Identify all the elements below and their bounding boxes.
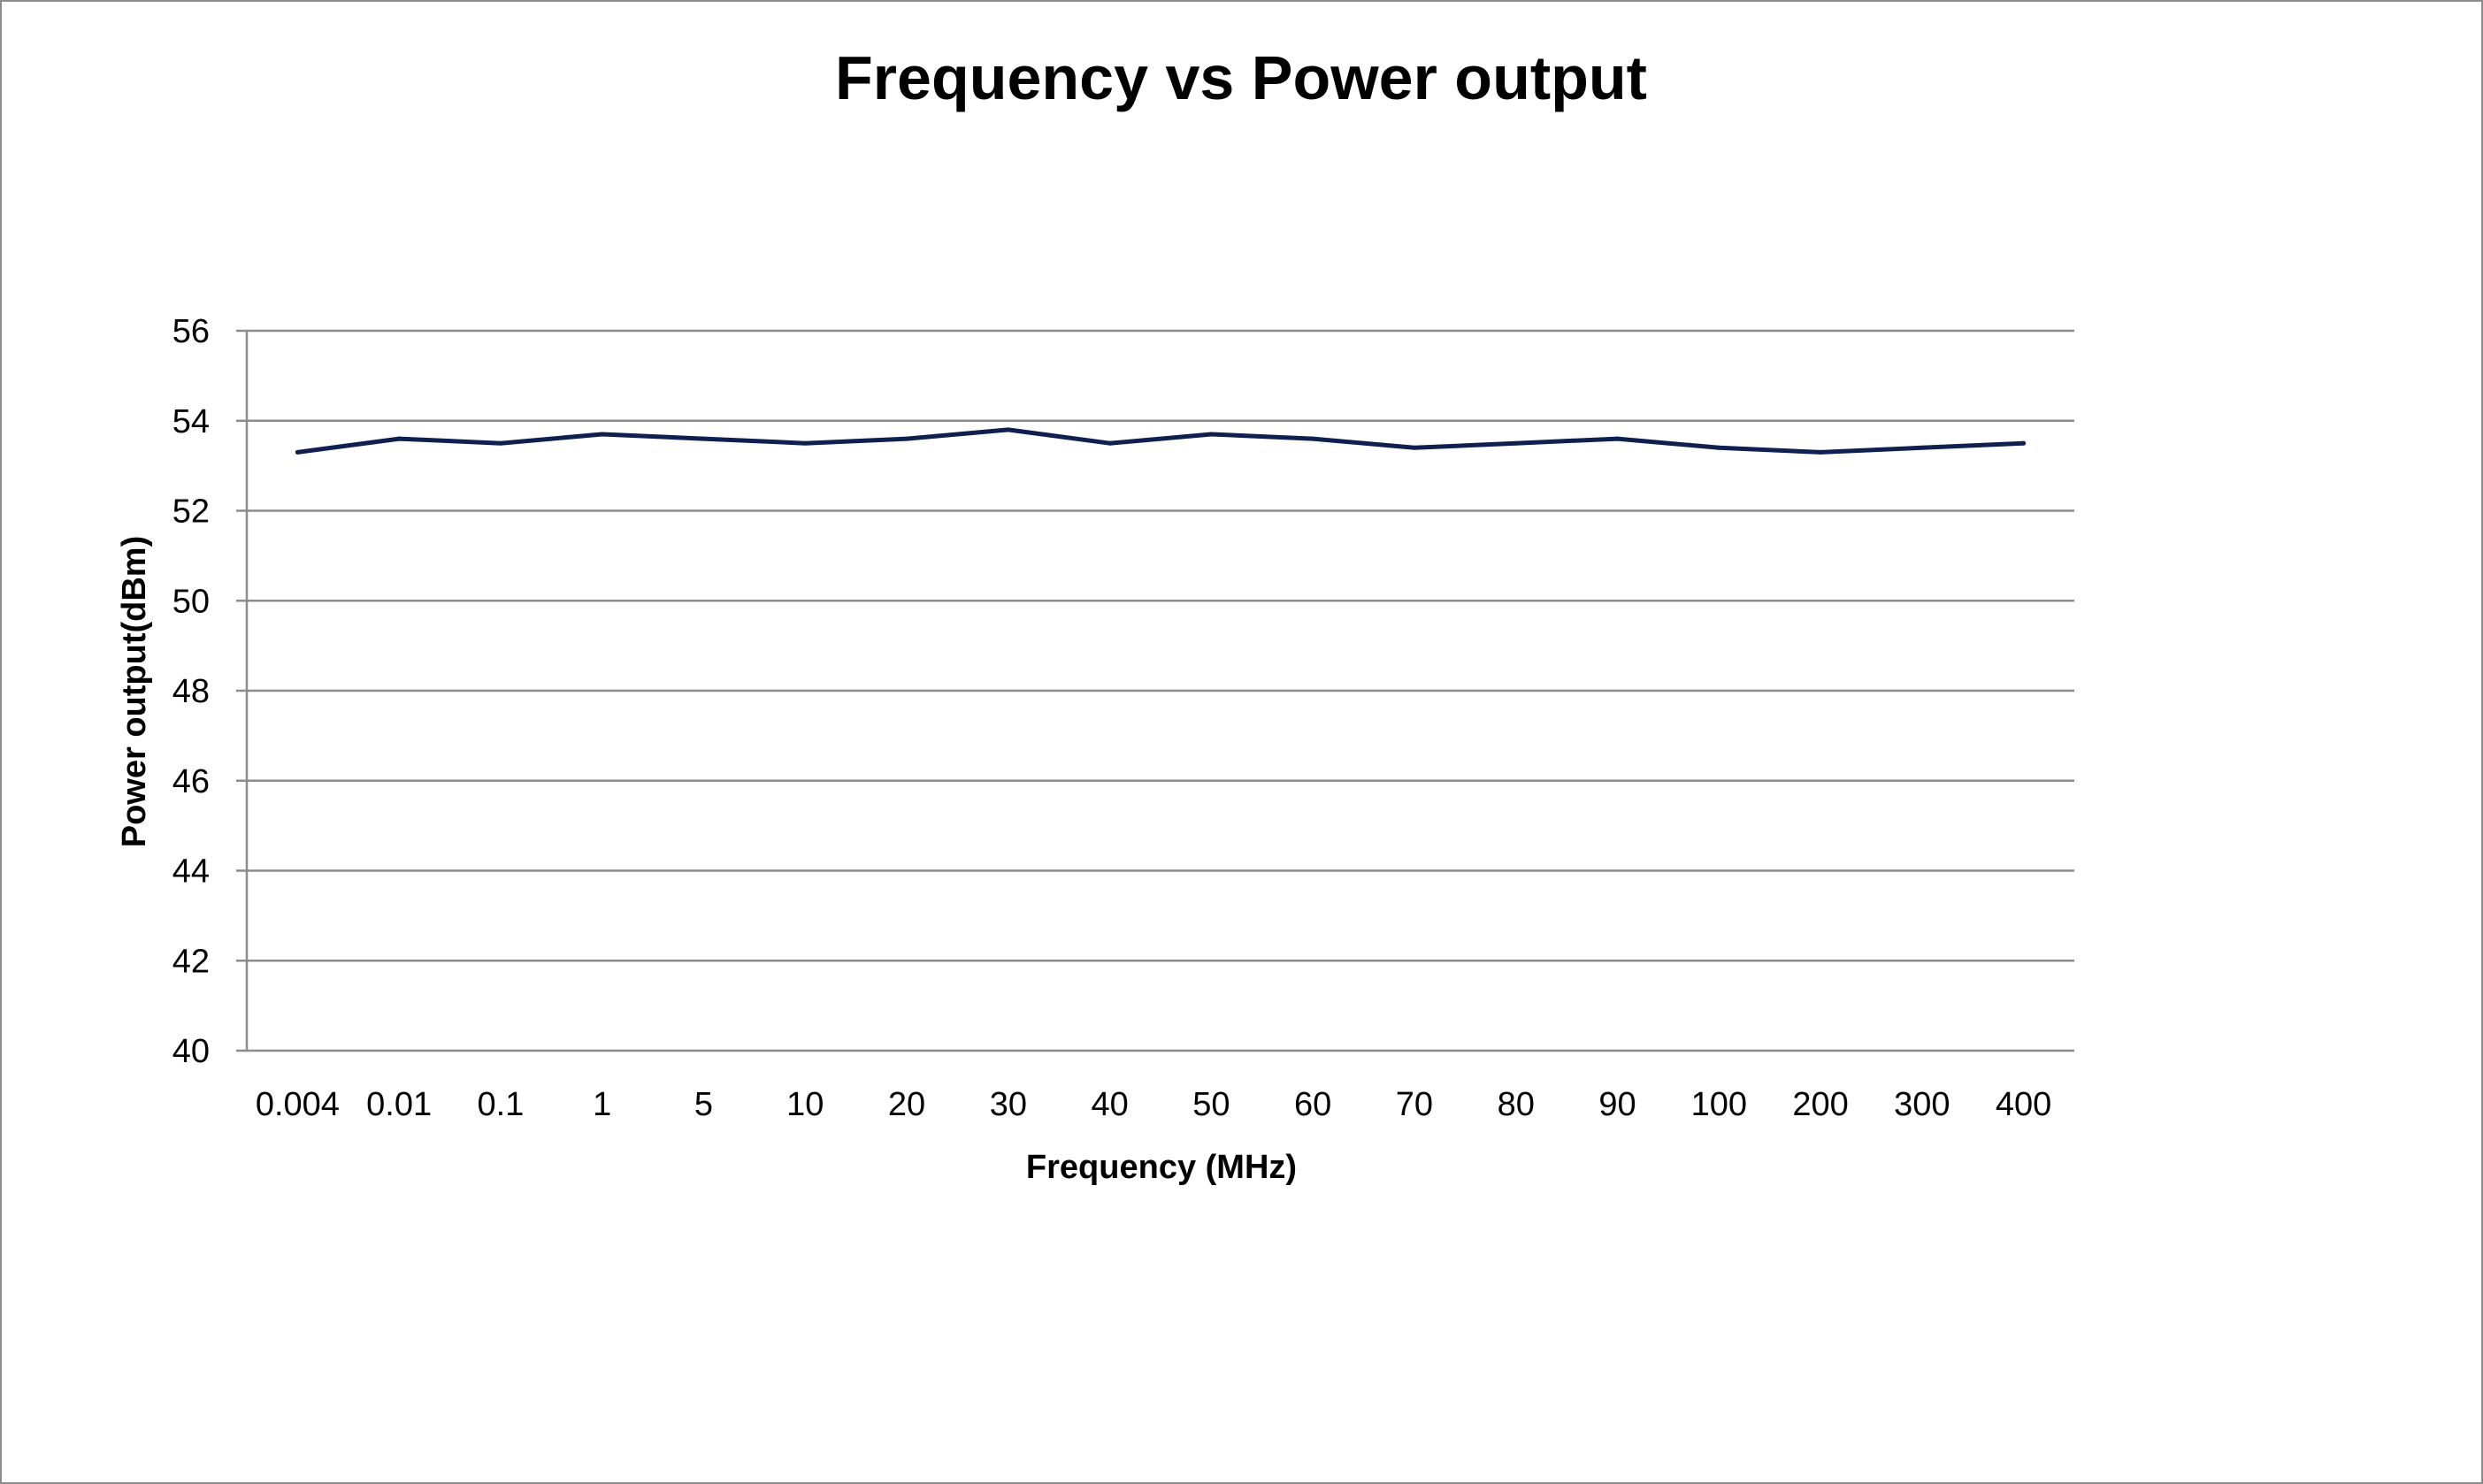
chart-title: Frequency vs Power output: [835, 43, 1647, 112]
x-tick-label: 40: [1091, 1086, 1128, 1123]
y-tick-label: 48: [172, 673, 210, 710]
x-tick-label: 0.004: [256, 1086, 340, 1123]
x-tick-label: 10: [786, 1086, 824, 1123]
data-point: [498, 440, 503, 446]
x-axis-title: Frequency (MHz): [1026, 1149, 1297, 1186]
data-point: [701, 436, 706, 441]
x-tick-label: 300: [1894, 1086, 1950, 1123]
data-point: [1310, 436, 1315, 441]
data-point: [1615, 436, 1620, 441]
x-tick-label: 400: [1996, 1086, 2051, 1123]
series-group: [295, 427, 2027, 455]
data-point: [1006, 427, 1011, 432]
axes: [236, 329, 2074, 1052]
x-axis-ticks: 0.004 0.01 0.1 1 5 10 20 30 40 50 60 70 80 90 100 200 30…: [256, 1086, 2051, 1123]
x-tick-label: 1: [593, 1086, 611, 1123]
y-axis-title: Power output(dBm): [116, 536, 153, 848]
data-point: [295, 449, 300, 455]
data-point: [1920, 445, 1925, 450]
x-tick-label: 70: [1396, 1086, 1433, 1123]
data-point: [1818, 449, 1823, 455]
y-axis-ticks: 40 42 44 46 48 50 52 54 56: [172, 313, 210, 1070]
x-tick-label: 0.1: [478, 1086, 525, 1123]
data-point: [2021, 440, 2027, 446]
data-point: [396, 436, 402, 441]
y-tick-label: 44: [172, 853, 210, 891]
y-tick-label: 46: [172, 763, 210, 800]
data-point: [1514, 440, 1519, 446]
data-point: [802, 440, 808, 446]
x-tick-label: 5: [694, 1086, 713, 1123]
x-tick-label: 0.01: [366, 1086, 432, 1123]
y-tick-label: 52: [172, 493, 210, 531]
data-point: [1716, 445, 1721, 450]
x-tick-label: 200: [1792, 1086, 1848, 1123]
x-tick-label: 20: [888, 1086, 925, 1123]
series-line: [295, 427, 2027, 455]
x-tick-label: 60: [1294, 1086, 1331, 1123]
data-point: [600, 432, 605, 437]
x-tick-label: 80: [1498, 1086, 1535, 1123]
gridlines: [247, 329, 2074, 962]
x-tick-label: 100: [1691, 1086, 1747, 1123]
x-tick-label: 90: [1598, 1086, 1636, 1123]
data-point: [1412, 445, 1417, 450]
y-tick-label: 54: [172, 403, 210, 440]
y-tick-label: 42: [172, 943, 210, 980]
data-point: [1107, 440, 1113, 446]
y-tick-label: 56: [172, 313, 210, 350]
data-point: [1208, 432, 1214, 437]
x-tick-label: 30: [990, 1086, 1027, 1123]
x-tick-label: 50: [1192, 1086, 1230, 1123]
y-tick-label: 40: [172, 1033, 210, 1070]
y-tick-label: 50: [172, 583, 210, 620]
data-point: [904, 436, 909, 441]
